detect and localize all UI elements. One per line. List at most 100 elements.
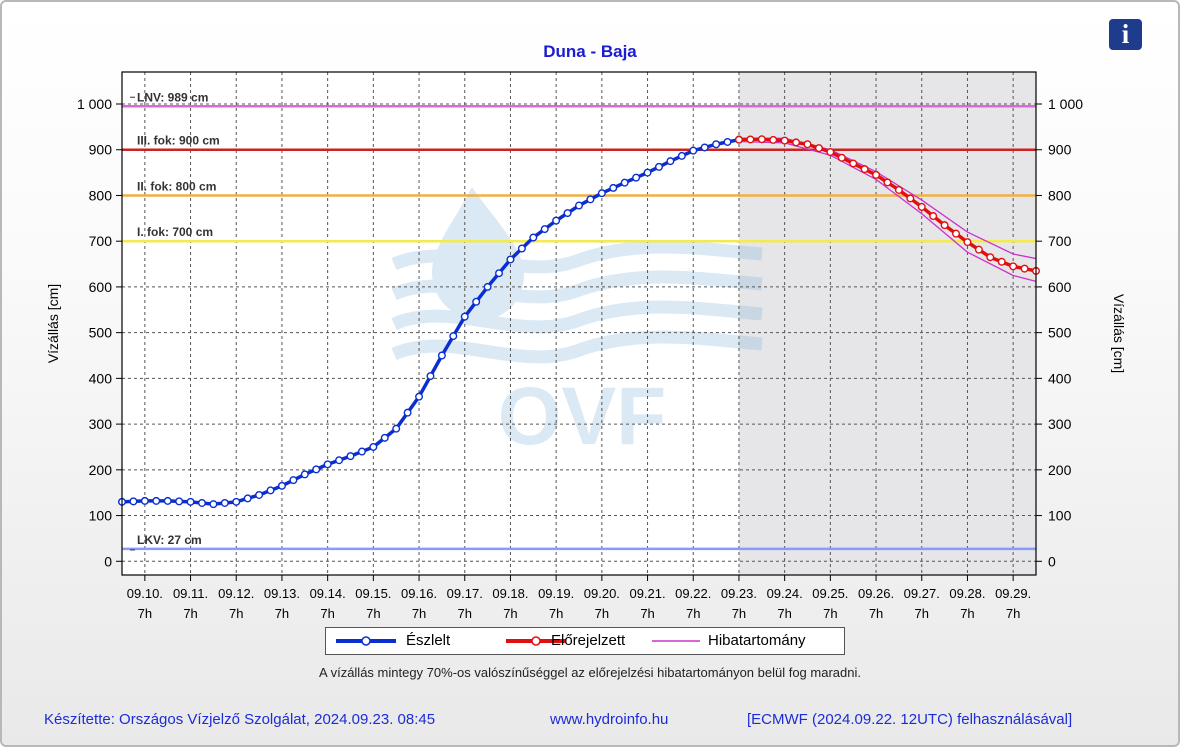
observed-data-point <box>643 168 652 177</box>
x-tick-label-date: 09.28. <box>949 586 985 601</box>
observed-data-point <box>689 146 698 155</box>
forecast-region <box>738 72 1036 575</box>
observed-data-point <box>357 447 366 456</box>
info-icon[interactable]: i <box>1109 19 1142 50</box>
observed-data-point <box>415 392 424 401</box>
x-tick-label-time: 7h <box>229 606 243 621</box>
observed-data-point <box>540 225 549 234</box>
x-tick-label-time: 7h <box>549 606 563 621</box>
legend-forecast-swatch <box>506 636 566 646</box>
forecast-data-point <box>997 257 1006 266</box>
y-tick-label-left: 600 <box>89 279 113 295</box>
footer-author: Készítette: Országos Vízjelző Szolgálat,… <box>44 711 436 728</box>
x-tick-label-date: 09.21. <box>629 586 665 601</box>
forecast-data-point <box>757 135 766 144</box>
y-tick-label-left: 700 <box>89 233 113 249</box>
y-tick-label-right: 200 <box>1048 462 1072 478</box>
x-tick-label-date: 09.11. <box>173 586 208 601</box>
forecast-data-point <box>883 178 892 187</box>
observed-data-point <box>666 157 675 166</box>
y-axis-title-left: Vízállás [cm] <box>45 284 61 363</box>
hydrograph-chart: OVF 09.10. 7h 09.11. 7h 09.12. 7h 09.13. 7h 09.14… <box>45 71 1127 621</box>
watermark-text: OVF <box>498 371 667 462</box>
y-tick-label-right: 400 <box>1048 370 1072 386</box>
observed-data-point <box>277 481 286 490</box>
reference-label: LKV: 27 cm <box>137 533 202 547</box>
x-tick-label-time: 7h <box>366 606 380 621</box>
legend-item-observed: Észlelt <box>326 628 496 654</box>
observed-data-point <box>255 490 264 499</box>
observed-data-point <box>220 498 229 507</box>
legend-error-band-label: Hibatartomány <box>708 632 806 649</box>
reference-label: I. fok: 700 cm <box>137 225 213 239</box>
forecast-data-point <box>952 229 961 238</box>
observed-data-point <box>312 465 321 474</box>
legend-forecast-label: Előrejelzett <box>551 632 626 649</box>
observed-data-point <box>700 143 709 152</box>
forecast-data-point <box>849 159 858 168</box>
observed-data-point <box>380 433 389 442</box>
x-tick-label-time: 7h <box>823 606 837 621</box>
forecast-data-point <box>940 221 949 230</box>
y-axis-title-right: Vízállás [cm] <box>1111 294 1127 373</box>
footer-source: [ECMWF (2024.09.22. 12UTC) felhasználásá… <box>747 711 1073 728</box>
watermark-wave <box>391 300 763 334</box>
x-tick-label-date: 09.26. <box>858 586 894 601</box>
y-tick-label-right: 100 <box>1048 508 1072 524</box>
y-tick-label-left: 800 <box>89 187 113 203</box>
x-tick-label-time: 7h <box>640 606 654 621</box>
observed-data-point <box>449 332 458 341</box>
legend: Észlelt Előrejelzett Hibatartomány <box>325 627 845 655</box>
y-tick-label-right: 900 <box>1048 142 1072 158</box>
observed-data-point <box>472 297 481 306</box>
y-tick-label-left: 200 <box>89 462 113 478</box>
forecast-data-point <box>803 140 812 149</box>
footer-website-link[interactable]: www.hydroinfo.hu <box>550 711 669 728</box>
observed-data-point <box>712 140 721 149</box>
observed-data-point <box>163 496 172 505</box>
x-tick-label-time: 7h <box>320 606 334 621</box>
observed-data-point <box>152 496 161 505</box>
observed-data-point <box>300 470 309 479</box>
observed-data-point <box>266 486 275 495</box>
forecast-data-point <box>917 202 926 211</box>
y-tick-label-right: 1 000 <box>1048 96 1083 112</box>
y-tick-label-right: 800 <box>1048 187 1072 203</box>
forecast-data-point <box>974 245 983 254</box>
reference-label: III. fok: 900 cm <box>137 134 220 148</box>
observed-data-point <box>335 456 344 465</box>
observed-data-point <box>243 494 252 503</box>
y-tick-label-right: 700 <box>1048 233 1072 249</box>
observed-data-point <box>175 497 184 506</box>
forecast-data-point <box>1009 262 1018 271</box>
x-tick-label-date: 09.18. <box>492 586 528 601</box>
x-tick-label-date: 09.19. <box>538 586 574 601</box>
probability-note: A vízállás mintegy 70%-os valószínűségge… <box>319 665 861 680</box>
observed-data-point <box>186 497 195 506</box>
x-tick-label-time: 7h <box>183 606 197 621</box>
y-tick-label-left: 100 <box>89 508 113 524</box>
x-tick-label-date: 09.12. <box>218 586 254 601</box>
observed-data-point <box>346 452 355 461</box>
forecast-data-point <box>906 194 915 203</box>
forecast-data-point <box>986 253 995 262</box>
observed-data-point <box>632 173 641 182</box>
x-tick-label-time: 7h <box>275 606 289 621</box>
observed-data-point <box>552 216 561 225</box>
observed-data-point <box>197 498 206 507</box>
observed-data-point <box>140 496 149 505</box>
observed-data-point <box>723 137 732 146</box>
y-tick-label-left: 900 <box>89 142 113 158</box>
forecast-data-point <box>872 170 881 179</box>
forecast-data-point <box>1020 264 1029 273</box>
observed-data-point <box>597 189 606 198</box>
legend-observed-swatch <box>336 636 396 646</box>
x-tick-label-date: 09.10. <box>127 586 163 601</box>
legend-item-forecast: Előrejelzett <box>496 628 676 654</box>
reference-label: II. fok: 800 cm <box>137 179 216 193</box>
x-tick-label-time: 7h <box>1006 606 1020 621</box>
observed-data-point <box>426 372 435 381</box>
forecast-data-point <box>826 148 835 157</box>
observed-data-point <box>209 500 218 509</box>
